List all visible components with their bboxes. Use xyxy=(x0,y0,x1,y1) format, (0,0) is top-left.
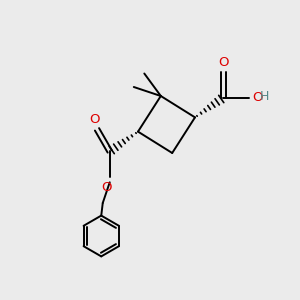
Text: H: H xyxy=(260,91,269,103)
Text: O: O xyxy=(218,56,229,69)
Text: O: O xyxy=(101,181,112,194)
Text: O: O xyxy=(252,91,263,104)
Text: O: O xyxy=(89,113,100,126)
